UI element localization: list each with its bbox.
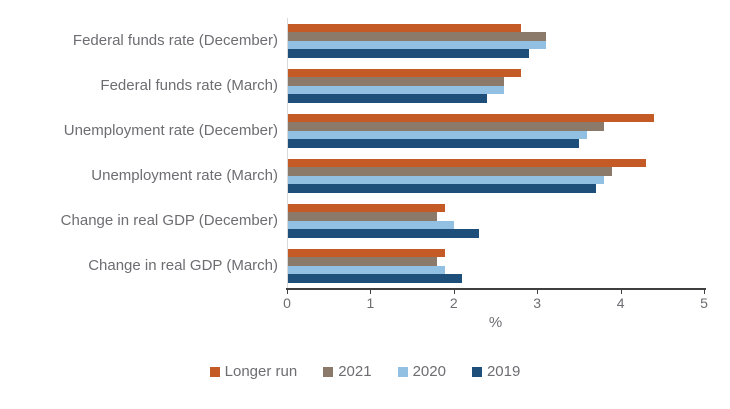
legend-swatch	[209, 366, 220, 377]
category-label: Change in real GDP (March)	[88, 257, 278, 274]
bar-2019	[287, 94, 488, 103]
x-axis-unit-label: %	[488, 314, 503, 331]
bar-2020	[287, 40, 546, 49]
bar-2021	[287, 167, 613, 176]
bar-2019	[287, 184, 596, 193]
bar-2019	[287, 139, 579, 148]
category-label: Federal funds rate (December)	[72, 32, 278, 49]
bar-2020	[287, 220, 454, 229]
legend-label: 2020	[412, 363, 446, 380]
bar-2021	[287, 32, 546, 41]
x-axis-tick	[537, 290, 539, 294]
bar-2019	[287, 229, 479, 238]
bar-2021	[287, 77, 504, 86]
zero-gridline	[287, 18, 288, 288]
x-axis-tick-label: 3	[533, 295, 542, 311]
bar-2021	[287, 212, 438, 221]
legend-item-2020: 2020	[397, 363, 446, 380]
x-axis-tick-label: 5	[700, 295, 708, 311]
legend: Longer run 2021 2020 2019	[0, 363, 730, 380]
x-axis-tick	[370, 290, 372, 294]
x-axis-line	[286, 288, 706, 290]
x-axis-tick-label: 4	[616, 295, 625, 311]
category-label: Unemployment rate (December)	[63, 122, 278, 139]
bar-2020	[287, 175, 604, 184]
category-label: Unemployment rate (March)	[91, 167, 278, 184]
bar-2021	[287, 257, 438, 266]
bar-longer-run	[287, 248, 446, 257]
legend-swatch	[471, 366, 482, 377]
x-axis-tick	[704, 290, 705, 294]
bar-2021	[287, 122, 604, 131]
x-axis-tick-label: 1	[366, 295, 375, 311]
bar-2020	[287, 130, 588, 139]
bar-longer-run	[287, 158, 646, 167]
x-axis-tick	[453, 290, 455, 294]
x-axis-tick-label: 2	[449, 295, 458, 311]
bar-2019	[287, 274, 463, 283]
legend-item-2019: 2019	[471, 363, 521, 380]
bar-longer-run	[287, 203, 446, 212]
legend-label: 2021	[338, 363, 372, 380]
category-label: Change in real GDP (December)	[60, 212, 278, 229]
legend-swatch	[397, 366, 408, 377]
legend-item-longer-run: Longer run	[209, 363, 298, 380]
legend-label: Longer run	[224, 363, 298, 380]
bar-longer-run	[287, 113, 654, 122]
legend-label: 2019	[486, 363, 521, 380]
bar-2020	[287, 265, 446, 274]
x-axis-tick	[287, 290, 288, 294]
bar-longer-run	[287, 23, 521, 32]
bar-2019	[287, 49, 529, 58]
bar-longer-run	[287, 68, 521, 77]
legend-swatch	[323, 366, 334, 377]
category-label: Federal funds rate (March)	[100, 77, 278, 94]
bar-2020	[287, 85, 504, 94]
x-axis-tick	[620, 290, 622, 294]
legend-item-2021: 2021	[323, 363, 372, 380]
x-axis-tick-label: 0	[283, 295, 291, 311]
